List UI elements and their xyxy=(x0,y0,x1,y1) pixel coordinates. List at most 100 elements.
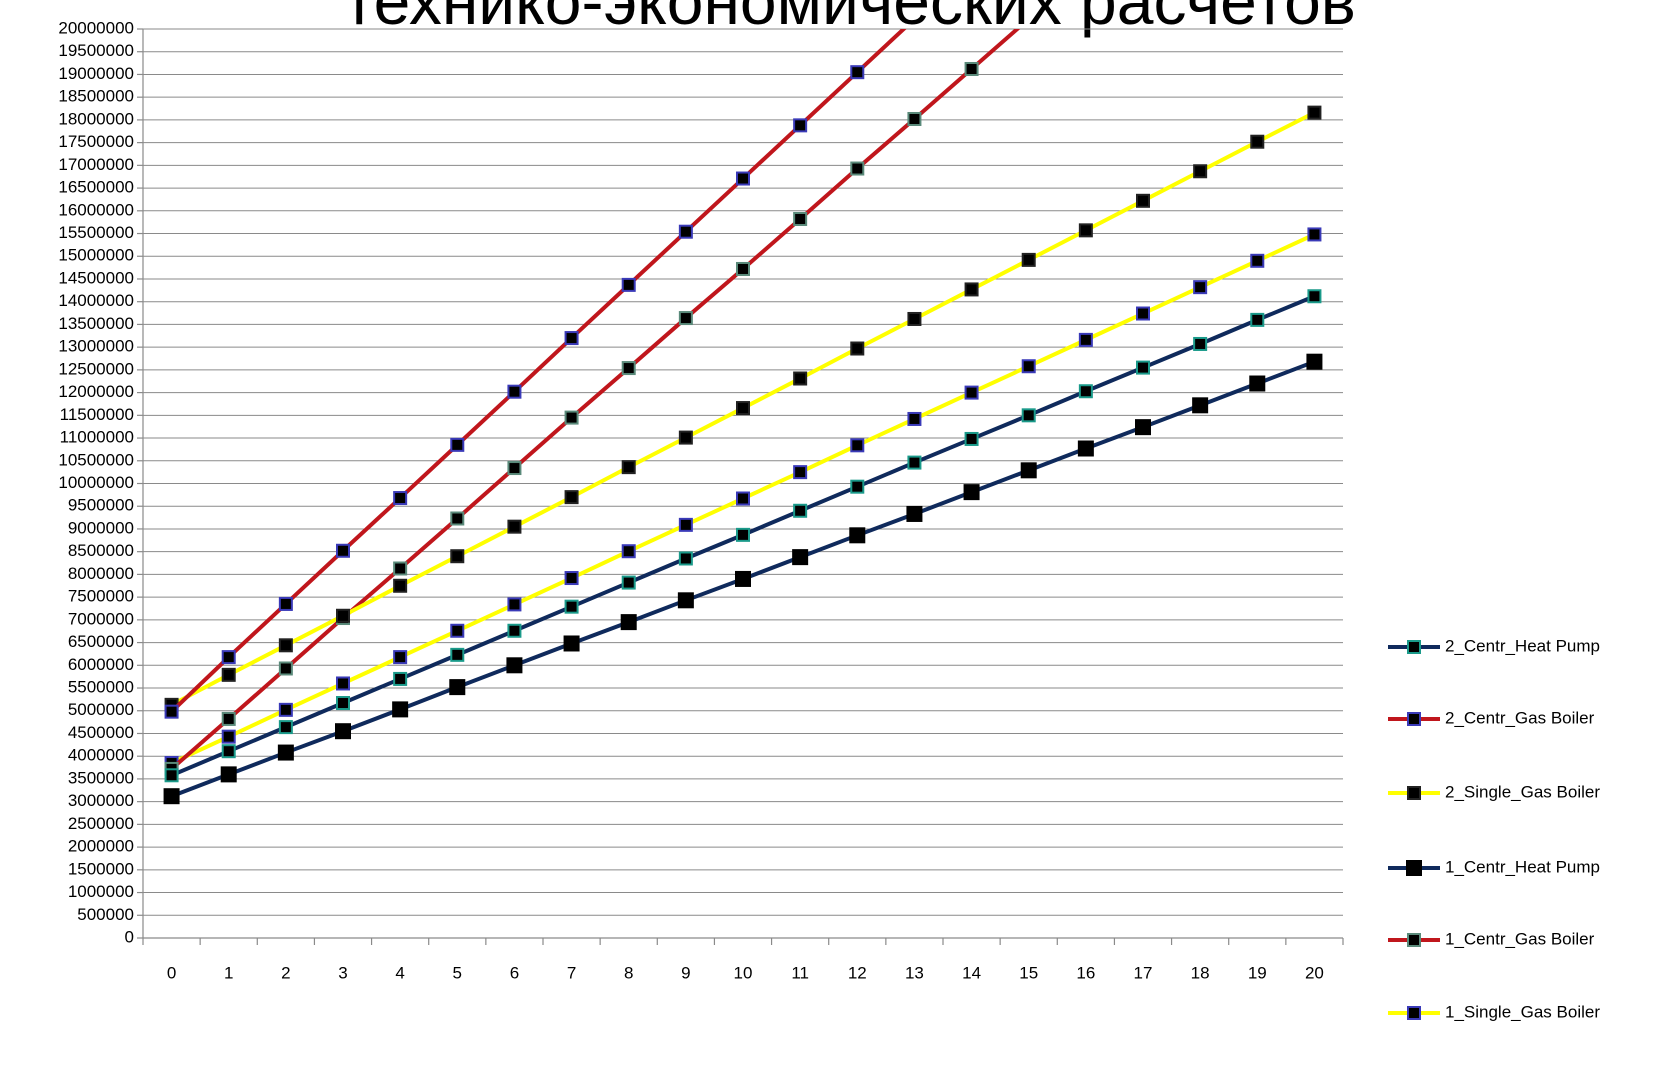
data-point xyxy=(393,491,408,506)
data-point xyxy=(1249,375,1266,392)
data-point xyxy=(336,676,350,691)
legend-marker xyxy=(1407,1006,1421,1020)
data-point xyxy=(450,623,465,638)
y-tick-label: 16500000 xyxy=(58,178,134,197)
y-tick-label: 2500000 xyxy=(68,814,134,833)
x-tick-label: 18 xyxy=(1191,963,1210,982)
legend-label: 1_Single_Gas Boiler xyxy=(1445,1002,1600,1021)
x-tick-label: 7 xyxy=(567,963,576,982)
data-point xyxy=(393,561,408,576)
y-tick-label: 18000000 xyxy=(58,109,134,128)
y-tick-label: 16000000 xyxy=(58,200,134,219)
data-point xyxy=(792,549,809,566)
data-point xyxy=(1135,419,1151,436)
data-point xyxy=(221,667,236,682)
data-point xyxy=(507,461,522,476)
x-tick-label: 20 xyxy=(1305,963,1324,982)
data-point xyxy=(793,371,808,386)
data-point xyxy=(1077,440,1094,457)
data-point xyxy=(735,570,751,587)
data-point xyxy=(736,401,750,416)
data-point xyxy=(221,744,236,759)
y-tick-label: 15000000 xyxy=(58,246,134,265)
y-tick-label: 6500000 xyxy=(68,632,134,651)
chart-title: технико-экономических расчетов xyxy=(344,0,1356,38)
y-tick-label: 4500000 xyxy=(68,723,134,742)
data-point xyxy=(964,385,979,400)
data-point xyxy=(736,491,750,506)
data-point xyxy=(164,704,179,719)
data-point xyxy=(1250,312,1265,327)
data-point xyxy=(163,788,180,805)
legend-label: 1_Centr_Gas Boiler xyxy=(1445,929,1595,948)
data-point xyxy=(507,519,522,534)
data-point xyxy=(907,311,922,326)
y-tick-label: 2000000 xyxy=(68,837,134,856)
data-point xyxy=(450,549,465,564)
data-point xyxy=(793,211,808,226)
data-point xyxy=(221,729,236,744)
data-point xyxy=(963,484,980,501)
series-line xyxy=(170,29,907,714)
data-point xyxy=(850,479,865,494)
series-line xyxy=(170,29,1021,771)
data-point xyxy=(964,282,979,297)
data-point xyxy=(564,599,579,614)
data-point xyxy=(850,65,865,80)
x-tick-label: 8 xyxy=(624,963,633,982)
data-point xyxy=(793,503,808,518)
data-point xyxy=(621,575,636,590)
data-point xyxy=(964,431,979,446)
data-point xyxy=(336,608,350,623)
data-point xyxy=(736,261,750,276)
data-point xyxy=(906,505,923,522)
data-point xyxy=(678,551,693,566)
y-tick-label: 9500000 xyxy=(68,496,134,515)
x-tick-label: 3 xyxy=(338,963,347,982)
y-tick-label: 11500000 xyxy=(60,405,134,424)
x-tick-label: 0 xyxy=(167,963,176,982)
data-point xyxy=(964,61,979,76)
data-point xyxy=(1193,164,1208,179)
data-point xyxy=(220,766,237,783)
y-tick-label: 7000000 xyxy=(68,609,134,628)
y-tick-label: 10500000 xyxy=(58,450,134,469)
data-point xyxy=(620,614,637,631)
data-point xyxy=(1192,397,1209,414)
x-tick-label: 12 xyxy=(848,963,867,982)
x-tick-label: 4 xyxy=(395,963,404,982)
data-point xyxy=(507,384,522,399)
data-point xyxy=(393,578,408,593)
y-tick-label: 500000 xyxy=(77,905,134,924)
data-point xyxy=(1193,336,1208,351)
data-point xyxy=(1136,193,1150,208)
x-tick-label: 2 xyxy=(281,963,290,982)
data-point xyxy=(450,511,465,526)
data-point xyxy=(1078,384,1093,399)
data-point xyxy=(678,311,693,326)
legend-label: 2_Centr_Gas Boiler xyxy=(1445,708,1595,727)
data-point xyxy=(1193,280,1208,295)
data-point xyxy=(1021,359,1036,374)
y-tick-label: 10000000 xyxy=(58,473,134,492)
y-tick-label: 12500000 xyxy=(58,359,134,378)
y-tick-label: 11000000 xyxy=(60,428,134,447)
data-point xyxy=(1136,306,1150,321)
legend-label: 2_Centr_Heat Pump xyxy=(1445,636,1600,655)
data-point xyxy=(393,671,408,686)
y-tick-label: 18500000 xyxy=(58,87,134,106)
y-tick-label: 13500000 xyxy=(58,314,134,333)
x-tick-label: 19 xyxy=(1248,963,1267,982)
y-tick-label: 4000000 xyxy=(68,746,134,765)
data-point xyxy=(564,410,579,425)
legend-marker xyxy=(1406,860,1422,876)
x-tick-label: 15 xyxy=(1019,963,1038,982)
x-tick-label: 14 xyxy=(962,963,981,982)
axes: 0 500000 1000000 1500000 2000000 2500000 30000… xyxy=(58,18,1344,982)
y-tick-label: 19000000 xyxy=(58,64,134,83)
data-point xyxy=(507,597,522,612)
data-point xyxy=(678,224,693,239)
data-point xyxy=(564,490,579,505)
data-point xyxy=(563,635,580,652)
data-point xyxy=(564,571,579,586)
